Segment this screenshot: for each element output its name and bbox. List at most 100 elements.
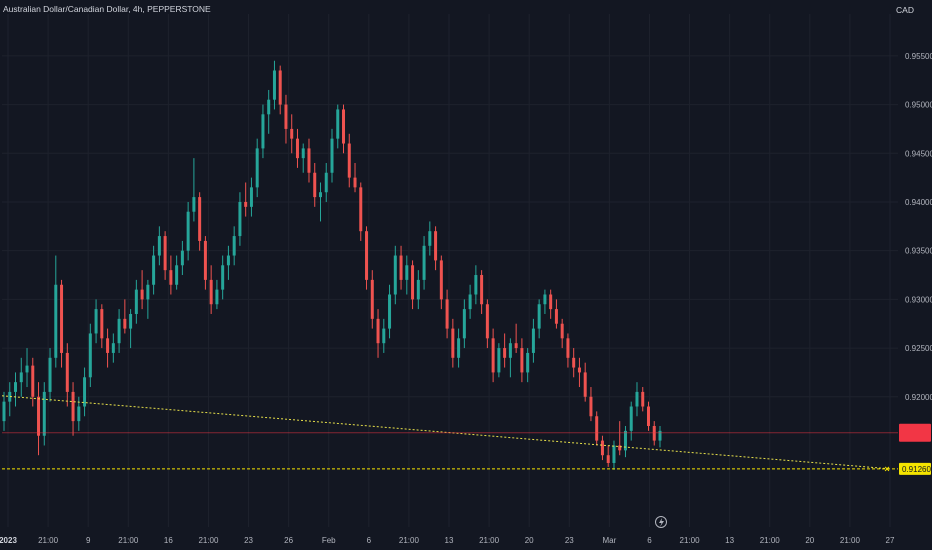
- x-tick-label: 21:00: [399, 536, 420, 545]
- x-tick-label: 2023: [0, 536, 17, 545]
- candle-body: [48, 357, 52, 392]
- candle-body: [83, 377, 87, 407]
- y-tick-label: 0.93500: [905, 247, 932, 256]
- candle-body: [324, 172, 328, 193]
- candle-body: [416, 279, 420, 300]
- candle-body: [60, 284, 64, 353]
- y-tick-label: 0.94000: [905, 198, 932, 207]
- y-tick-label: 0.95500: [905, 52, 932, 61]
- candle-body: [100, 309, 104, 339]
- candle-body: [198, 197, 202, 241]
- candle-body: [25, 365, 29, 373]
- candle-body: [612, 445, 616, 464]
- candle-body: [65, 352, 69, 392]
- candle-body: [583, 372, 587, 397]
- candle-body: [123, 318, 127, 329]
- candle-body: [37, 396, 41, 436]
- x-axis: 2023 21:00 9 21:00 16 21:00 23 26 Feb 6 21:00 13 21:…: [0, 536, 895, 545]
- candle-body: [399, 255, 403, 280]
- candle-body: [491, 338, 495, 373]
- candles: [2, 60, 662, 470]
- candle-body: [14, 382, 18, 392]
- candle-body: [54, 284, 58, 358]
- x-tick-label: 21:00: [840, 536, 861, 545]
- candle-body: [203, 240, 207, 280]
- candle-body: [520, 348, 524, 373]
- candle-body: [106, 338, 110, 353]
- x-tick-label: 21:00: [198, 536, 219, 545]
- candle-body: [301, 148, 305, 159]
- candle-body: [618, 445, 622, 451]
- candle-body: [572, 357, 576, 368]
- x-tick-label: 6: [367, 536, 372, 545]
- candle-body: [330, 138, 334, 173]
- candle-body: [295, 138, 299, 159]
- candle-body: [526, 352, 530, 373]
- candle-body: [157, 236, 161, 256]
- candle-body: [221, 265, 225, 290]
- candle-body: [474, 275, 478, 295]
- candle-body: [658, 430, 662, 441]
- candle-body: [2, 401, 6, 422]
- x-tick-label: Mar: [602, 536, 616, 545]
- alert-price-text: 0.91260: [902, 465, 931, 474]
- candle-body: [249, 187, 253, 207]
- candle-body: [549, 294, 553, 310]
- x-tick-label: 23: [565, 536, 574, 545]
- candle-body: [646, 406, 650, 426]
- candle-body: [635, 391, 639, 407]
- candle-body: [480, 275, 484, 305]
- candle-body: [560, 323, 564, 339]
- y-tick-label: 0.94500: [905, 149, 932, 158]
- candle-body: [503, 348, 507, 358]
- candle-body: [353, 177, 357, 188]
- candle-body: [244, 201, 248, 207]
- candle-body: [566, 338, 570, 358]
- candle-body: [382, 328, 386, 344]
- candle-body: [134, 289, 138, 314]
- overlays: × 0.91260: [1, 395, 931, 528]
- candle-body: [508, 343, 512, 358]
- candle-body: [514, 343, 518, 349]
- candle-body: [278, 70, 282, 105]
- candle-body: [31, 365, 35, 397]
- candle-body: [272, 70, 276, 100]
- x-tick-label: 16: [164, 536, 173, 545]
- candle-body: [468, 294, 472, 310]
- candle-body: [255, 148, 259, 188]
- chart-title: Australian Dollar/Canadian Dollar, 4h, P…: [3, 4, 211, 14]
- lightning-icon: [655, 516, 667, 528]
- x-tick-label: 21:00: [479, 536, 500, 545]
- candle-body: [209, 279, 213, 305]
- candle-body: [422, 245, 426, 280]
- y-tick-label: 0.95000: [905, 101, 932, 110]
- candle-body: [445, 299, 449, 329]
- x-tick-label: 13: [725, 536, 734, 545]
- candle-body: [347, 143, 351, 178]
- x-tick-label: 21:00: [38, 536, 59, 545]
- x-tick-label: 20: [525, 536, 534, 545]
- candle-body: [434, 231, 438, 261]
- y-tick-label: 0.92500: [905, 344, 932, 353]
- candle-body: [388, 294, 392, 329]
- candle-body: [589, 396, 593, 417]
- candle-body: [342, 109, 346, 144]
- candle-body: [42, 391, 46, 436]
- candle-body: [238, 201, 242, 237]
- candle-body: [641, 391, 645, 407]
- candle-body: [111, 343, 115, 353]
- candle-body: [439, 260, 443, 300]
- candle-body: [307, 148, 311, 173]
- candle-body: [163, 236, 167, 271]
- x-tick-label: 23: [244, 536, 253, 545]
- candle-body: [88, 333, 92, 378]
- candle-body: [623, 430, 627, 451]
- candle-body: [543, 294, 547, 305]
- candle-body: [393, 255, 397, 295]
- alert-close-icon: ×: [884, 464, 889, 474]
- candle-body: [77, 406, 81, 422]
- candle-body: [175, 265, 179, 285]
- candle-body: [215, 289, 219, 305]
- candle-body: [71, 391, 75, 422]
